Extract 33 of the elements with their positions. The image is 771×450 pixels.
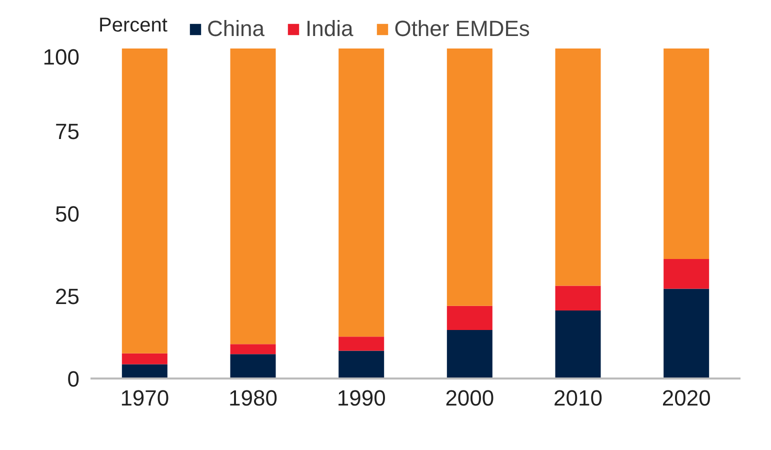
- x-tick-label: 1970: [120, 386, 170, 410]
- bar: [555, 286, 601, 311]
- bar: [338, 336, 384, 351]
- bar: [122, 364, 168, 378]
- bar: [122, 48, 168, 354]
- bar: [446, 306, 492, 330]
- y-tick-label: 25: [55, 284, 80, 309]
- bar: [664, 288, 710, 378]
- bar: [664, 259, 710, 289]
- bar: [446, 48, 492, 306]
- bar: [230, 48, 276, 344]
- x-tick-label: 2000: [445, 386, 494, 410]
- x-tick-label: 1990: [336, 386, 386, 410]
- y-tick-label: 0: [67, 366, 80, 392]
- bar: [338, 48, 384, 337]
- x-tick-label: 1980: [228, 386, 278, 410]
- y-axis-title: Percent: [98, 14, 168, 36]
- bar: [338, 350, 384, 378]
- y-tick-label: 100: [42, 44, 80, 70]
- legend-label: India: [305, 16, 354, 42]
- x-tick-label: 2010: [554, 386, 602, 410]
- bar: [555, 310, 601, 378]
- bar: [446, 330, 492, 378]
- legend-label: Other EMDEs: [394, 16, 530, 42]
- legend-label: China: [207, 16, 264, 42]
- bar: [555, 48, 601, 286]
- bar: [122, 353, 168, 364]
- y-tick-label: 50: [55, 202, 80, 226]
- bar: [230, 354, 276, 378]
- bar: [664, 48, 710, 260]
- bar: [230, 344, 276, 354]
- y-tick-label: 75: [55, 119, 80, 144]
- x-tick-label: 2020: [662, 386, 711, 410]
